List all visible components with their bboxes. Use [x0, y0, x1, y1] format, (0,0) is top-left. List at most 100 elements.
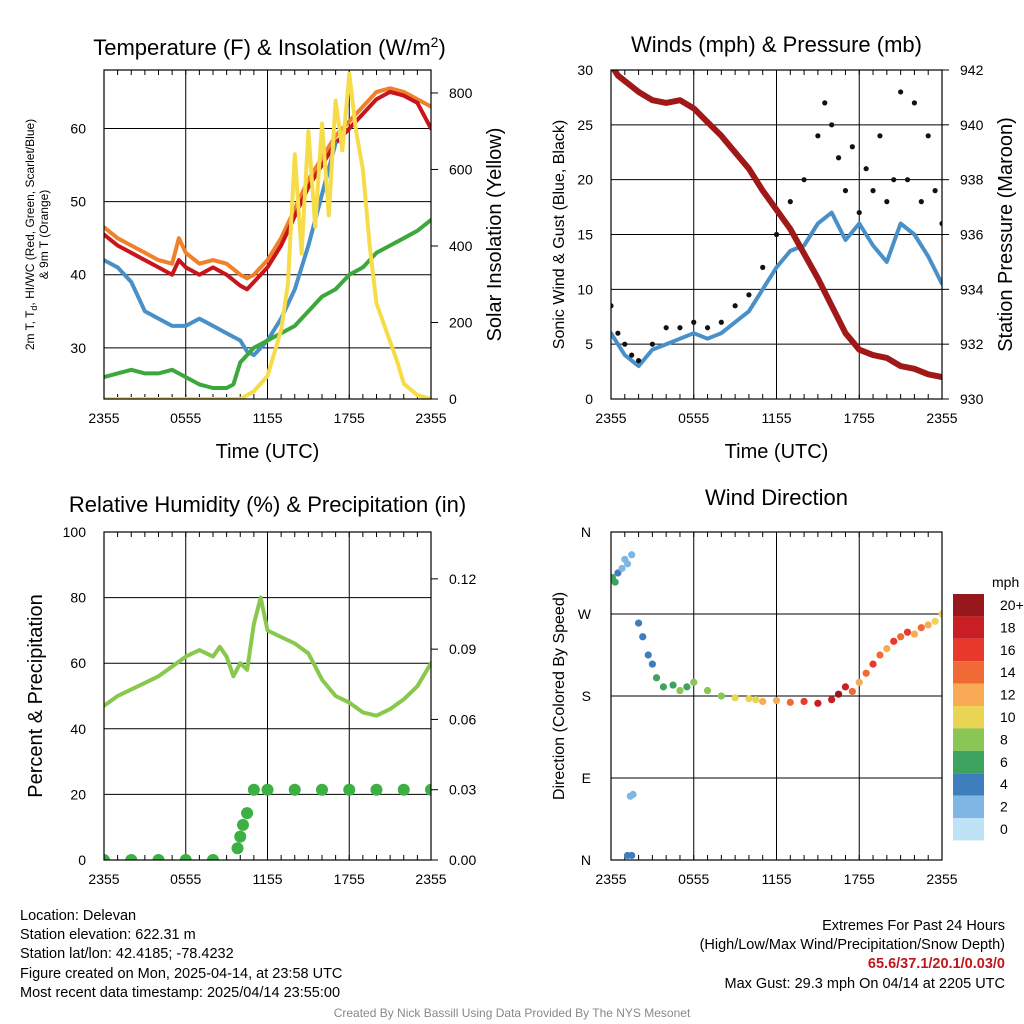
direction-point: [759, 697, 767, 706]
data-layer: [611, 70, 942, 381]
series-2-point: [760, 264, 766, 270]
series-2-point: [397, 783, 410, 796]
x-tick-label: 1755: [334, 871, 365, 887]
direction-point: [745, 695, 753, 703]
series-1-line: [611, 210, 942, 369]
series-2-point: [231, 842, 244, 855]
direction-point: [931, 617, 939, 625]
y-tick-label: 60: [70, 120, 86, 136]
series-2-line: [104, 89, 431, 292]
x-tick-label: 0555: [170, 871, 201, 887]
y2-axis-label: Station Pressure (Maroon): [995, 117, 1017, 352]
direction-point: [639, 633, 647, 641]
legend-label: 20+: [1000, 597, 1024, 613]
y2-tick-label: 0.03: [449, 782, 476, 798]
data-layer: [104, 71, 431, 399]
series-2-point: [884, 199, 890, 205]
legend-swatch: [953, 773, 984, 796]
elevation-text: Station elevation: 622.31 m: [20, 927, 196, 944]
series-2-point: [932, 188, 938, 194]
series-2-point: [815, 133, 821, 139]
y2-tick-label: 942: [960, 62, 984, 78]
series-2-point: [939, 220, 942, 227]
latlon-text: Station lat/lon: 42.4185; -78.4232: [20, 946, 234, 963]
legend-label: 12: [1000, 687, 1016, 703]
direction-point: [897, 633, 905, 641]
extremes-subtitle: (High/Low/Max Wind/Precipitation/Snow De…: [699, 937, 1005, 954]
chart-title: Winds (mph) & Pressure (mb): [631, 32, 922, 57]
x-tick-label: 2355: [88, 410, 119, 426]
series-2-point: [835, 155, 842, 161]
max-gust-text: Max Gust: 29.3 mph On 04/14 at 2205 UTC: [724, 975, 1005, 992]
series-2-point: [615, 330, 621, 336]
direction-point: [628, 851, 636, 860]
direction-point: [772, 696, 781, 705]
series-2-point: [635, 358, 642, 364]
direction-point: [614, 569, 622, 577]
panel-3: Relative Humidity (%) & Precipitation (i…: [25, 492, 476, 887]
series-2-point: [207, 854, 219, 860]
direction-point: [634, 619, 643, 627]
series-2-point: [152, 854, 165, 860]
x-tick-label: 2355: [415, 410, 446, 426]
y-axis-label: Direction (Colored By Speed): [551, 592, 568, 800]
plot-frame: [103, 531, 432, 861]
x-tick-label: 2355: [88, 871, 119, 887]
x-axis-label: Time (UTC): [216, 441, 320, 463]
series-2-point: [316, 783, 328, 796]
y-tick-label: 10: [577, 281, 593, 297]
legend-swatch: [953, 728, 984, 751]
series-5-line: [104, 71, 431, 399]
series-2-point: [829, 122, 835, 128]
direction-point: [690, 678, 698, 686]
x-tick-label: 1755: [334, 410, 365, 426]
series-2-point: [746, 292, 752, 298]
y-tick-label: 30: [577, 62, 593, 78]
speed-legend: mph 20+ 18 16 14 12 10 8 6 4 2 0: [953, 574, 1024, 841]
y-tick-label: N: [581, 524, 591, 540]
series-2-point: [925, 133, 931, 139]
direction-point: [841, 683, 850, 691]
series-2-point: [801, 177, 807, 183]
direction-point: [828, 696, 836, 704]
series-2-point: [904, 177, 911, 183]
series-2-point: [732, 303, 738, 309]
x-tick-label: 2355: [415, 871, 446, 887]
legend-title: mph: [992, 574, 1019, 590]
direction-point: [676, 686, 684, 695]
direction-point: [618, 564, 626, 573]
y-tick-label: 15: [577, 227, 593, 243]
series-2-point: [649, 341, 655, 347]
direction-point: [903, 628, 912, 636]
y2-tick-label: 0: [449, 391, 457, 407]
y-tick-label: 20: [70, 786, 86, 802]
direction-point: [917, 624, 925, 632]
legend-swatch: [953, 661, 984, 684]
direction-point: [752, 696, 760, 704]
legend-label: 6: [1000, 754, 1008, 770]
y2-tick-label: 600: [449, 161, 473, 177]
series-2-point: [104, 854, 110, 860]
direction-point: [924, 621, 932, 629]
recent-text: Most recent data timestamp: 2025/04/14 2…: [20, 984, 341, 1001]
x-tick-label: 0555: [678, 410, 709, 426]
extremes-values: 65.6/37.1/20.1/0.03/0: [867, 956, 1005, 973]
series-2-point: [704, 325, 711, 331]
series-2-point: [891, 177, 897, 183]
y-tick-label: 30: [70, 340, 86, 356]
direction-point: [703, 686, 712, 695]
direction-point: [659, 683, 668, 691]
y-tick-label: 80: [70, 590, 86, 606]
y2-tick-label: 940: [960, 117, 984, 133]
station-info: Location: Delevan Station elevation: 622…: [20, 907, 342, 1003]
series-2-point: [611, 303, 614, 309]
x-tick-label: 1155: [252, 871, 282, 887]
series-2-point: [663, 325, 669, 331]
direction-point: [834, 690, 843, 698]
y-tick-label: 40: [70, 721, 86, 737]
direction-point: [890, 637, 898, 645]
series-2-point: [125, 854, 138, 860]
x-axis-label: Time (UTC): [725, 441, 829, 463]
series-2-point: [898, 89, 904, 95]
